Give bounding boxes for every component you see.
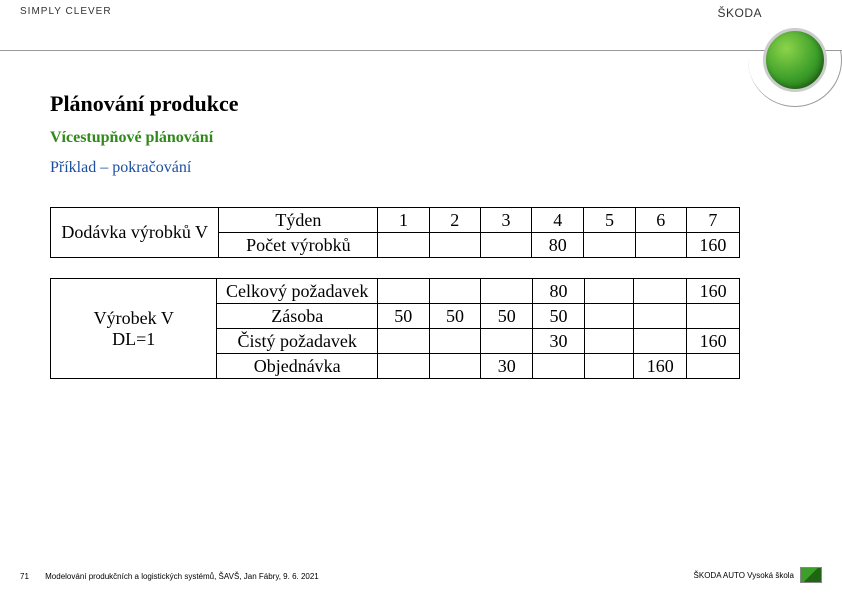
gross-4: 80 bbox=[533, 279, 585, 304]
net-6 bbox=[634, 329, 687, 354]
week-3: 3 bbox=[480, 208, 531, 233]
count-label: Počet výrobků bbox=[219, 233, 378, 258]
net-4: 30 bbox=[533, 329, 585, 354]
order-6: 160 bbox=[634, 354, 687, 379]
stock-1: 50 bbox=[377, 304, 429, 329]
skoda-logo-icon bbox=[763, 28, 827, 92]
gross-7: 160 bbox=[687, 279, 740, 304]
count-6 bbox=[635, 233, 686, 258]
net-7: 160 bbox=[687, 329, 740, 354]
week-7: 7 bbox=[686, 208, 739, 233]
gross-req-label: Celkový požadavek bbox=[217, 279, 377, 304]
school-logo-icon bbox=[800, 567, 822, 583]
product-label: Výrobek V DL=1 bbox=[51, 279, 217, 379]
brand-name: ŠKODA bbox=[717, 6, 762, 20]
week-6: 6 bbox=[635, 208, 686, 233]
gross-5 bbox=[584, 279, 634, 304]
week-2: 2 bbox=[429, 208, 480, 233]
order-2 bbox=[429, 354, 481, 379]
count-3 bbox=[480, 233, 531, 258]
net-3 bbox=[481, 329, 533, 354]
footer-left: 71 Modelování produkčních a logistických… bbox=[20, 572, 319, 581]
net-req-label: Čistý požadavek bbox=[217, 329, 377, 354]
count-7: 160 bbox=[686, 233, 739, 258]
footer-right-text: ŠKODA AUTO Vysoká škola bbox=[694, 571, 794, 580]
stock-2: 50 bbox=[429, 304, 481, 329]
gross-3 bbox=[481, 279, 533, 304]
header: SIMPLY CLEVER ŠKODA bbox=[0, 0, 842, 51]
order-7 bbox=[687, 354, 740, 379]
content: Plánování produkce Vícestupňové plánován… bbox=[0, 51, 842, 379]
count-1 bbox=[378, 233, 429, 258]
net-5 bbox=[584, 329, 634, 354]
stock-5 bbox=[584, 304, 634, 329]
week-1: 1 bbox=[378, 208, 429, 233]
stock-label: Zásoba bbox=[217, 304, 377, 329]
product-name: Výrobek V bbox=[55, 308, 212, 329]
stock-6 bbox=[634, 304, 687, 329]
gross-6 bbox=[634, 279, 687, 304]
order-3: 30 bbox=[481, 354, 533, 379]
count-2 bbox=[429, 233, 480, 258]
stock-7 bbox=[687, 304, 740, 329]
order-label: Objednávka bbox=[217, 354, 377, 379]
stock-4: 50 bbox=[533, 304, 585, 329]
week-4: 4 bbox=[532, 208, 584, 233]
subtitle: Vícestupňové plánování bbox=[50, 129, 792, 147]
order-1 bbox=[377, 354, 429, 379]
gross-1 bbox=[377, 279, 429, 304]
example-heading: Příklad – pokračování bbox=[50, 159, 792, 177]
product-table: Výrobek V DL=1 Celkový požadavek 80 160 … bbox=[50, 278, 740, 379]
product-dl: DL=1 bbox=[55, 329, 212, 350]
delivery-label: Dodávka výrobků V bbox=[51, 208, 219, 258]
net-1 bbox=[377, 329, 429, 354]
order-4 bbox=[533, 354, 585, 379]
stock-3: 50 bbox=[481, 304, 533, 329]
count-5 bbox=[584, 233, 635, 258]
footer-text: Modelování produkčních a logistických sy… bbox=[45, 572, 319, 581]
footer-right: ŠKODA AUTO Vysoká škola bbox=[694, 567, 822, 583]
week-label: Týden bbox=[219, 208, 378, 233]
page-number: 71 bbox=[20, 572, 29, 581]
tagline: SIMPLY CLEVER bbox=[20, 6, 112, 17]
gross-2 bbox=[429, 279, 481, 304]
net-2 bbox=[429, 329, 481, 354]
week-5: 5 bbox=[584, 208, 635, 233]
page-title: Plánování produkce bbox=[50, 91, 792, 117]
delivery-table: Dodávka výrobků V Týden 1 2 3 4 5 6 7 Po… bbox=[50, 207, 740, 258]
count-4: 80 bbox=[532, 233, 584, 258]
order-5 bbox=[584, 354, 634, 379]
